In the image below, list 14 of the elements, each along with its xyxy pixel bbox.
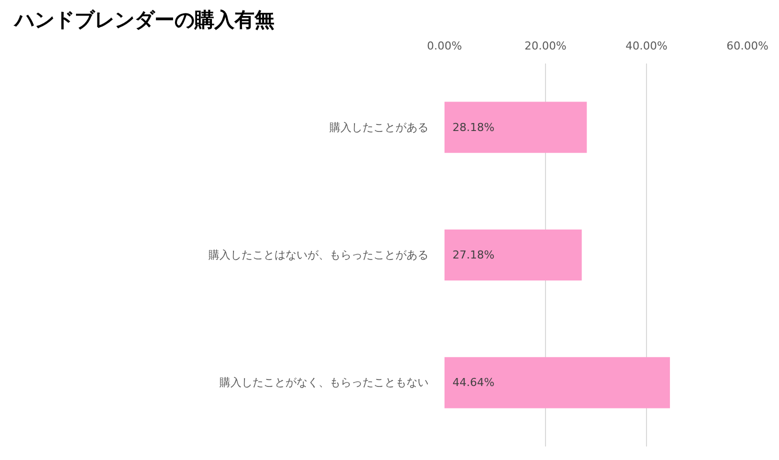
data-label: 28.18% [452, 120, 494, 134]
text: ハンドブレンダーの購入有無 [12, 8, 274, 32]
y-tick-label: 購入したことがなく、もらったこともない [220, 376, 428, 390]
y-tick-label: 購入したことはないが、もらったことがある [208, 248, 428, 262]
y-tick-label: 購入したことがある [330, 120, 428, 134]
data-label: 44.64% [452, 376, 494, 390]
bar [444, 102, 587, 153]
x-tick-label: 0.00% [427, 40, 462, 52]
bar [444, 229, 582, 281]
x-tick-label: 60.00% [726, 40, 768, 52]
x-tick-label: 40.00% [626, 40, 668, 52]
x-tick-label: 20.00% [524, 40, 566, 52]
bar [444, 357, 670, 408]
data-label: 27.18% [452, 248, 494, 262]
